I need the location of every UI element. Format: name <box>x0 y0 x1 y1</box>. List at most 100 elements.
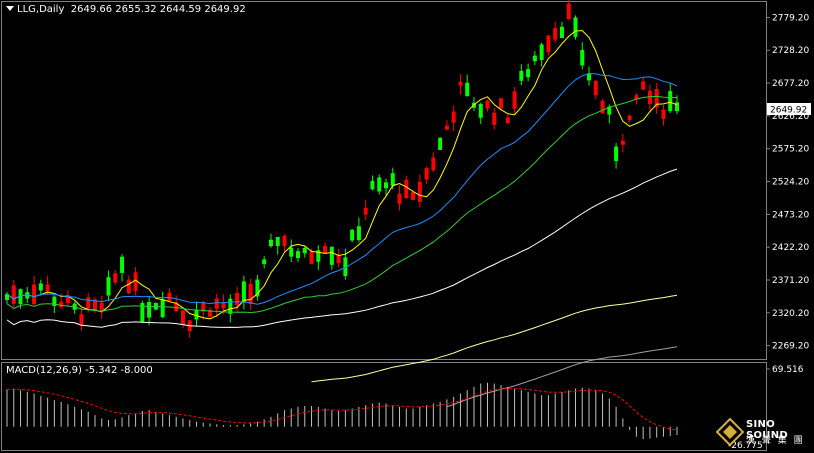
candle-body <box>444 125 449 130</box>
macd-top-value: 69.516 <box>772 365 804 375</box>
candle-body <box>296 251 301 259</box>
candle-body <box>65 295 70 303</box>
chart-header: LLG,Daily 2649.66 2655.32 2644.59 2649.9… <box>6 4 246 15</box>
macd-histogram <box>6 382 678 440</box>
candle-body <box>302 247 307 254</box>
candle-body <box>174 302 179 312</box>
candle-body <box>262 259 267 265</box>
candle-body <box>214 298 219 309</box>
candle-body <box>512 91 517 109</box>
candle-body <box>627 115 632 121</box>
price-tick-label: 2575.20 <box>772 145 809 155</box>
macd-signal-polyline <box>6 388 678 431</box>
dropdown-triangle-icon[interactable] <box>6 6 14 11</box>
price-tick-label: 2779.20 <box>772 13 809 23</box>
candle-body <box>289 247 294 257</box>
candle-body <box>25 292 30 299</box>
price-tick-label: 2371.20 <box>772 276 809 286</box>
candle-body <box>160 299 165 318</box>
macd-axis: 69.516 -26.775 <box>728 365 804 451</box>
candle-body <box>566 3 571 20</box>
candle-body <box>282 235 287 247</box>
candle-body <box>120 256 125 273</box>
candle-body <box>363 207 368 215</box>
candle-body <box>255 279 260 297</box>
candle-body <box>553 28 558 40</box>
ma200-line <box>446 346 678 408</box>
candle-body <box>140 303 145 322</box>
candle-body <box>559 26 564 39</box>
candle-body <box>59 301 64 307</box>
ohlc-values: 2649.66 2655.32 2644.59 2649.92 <box>70 4 246 15</box>
candle-body <box>505 117 510 124</box>
candle-body <box>431 157 436 171</box>
candle-body <box>424 167 429 180</box>
candle-body <box>336 255 341 264</box>
sino-sound-logo: SINO SOUND 漢 聲 集 團 <box>716 418 811 448</box>
candle-body <box>201 301 206 312</box>
candle-body <box>92 299 97 311</box>
price-tick-label: 2269.20 <box>772 342 809 352</box>
candle-body <box>194 309 199 320</box>
candle-body <box>390 173 395 186</box>
ma120-line <box>311 294 678 383</box>
price-axis: 2779.20 2728.20 2677.20 2626.20 2575.20 2524.… <box>766 13 809 352</box>
candle-body <box>323 245 328 254</box>
candle-body <box>641 81 646 90</box>
candle-body <box>180 310 185 325</box>
candle-body <box>241 281 246 302</box>
candle-body <box>600 100 605 114</box>
candle-body <box>587 73 592 81</box>
candle-body <box>620 140 625 145</box>
candle-body <box>126 279 131 294</box>
candle-body <box>647 90 652 105</box>
macd-pane-frame <box>1 362 767 451</box>
price-tick-label: 2422.20 <box>772 243 809 253</box>
candle-body <box>411 192 416 201</box>
candle-body <box>519 70 524 81</box>
last-price-tag-bg <box>767 103 811 115</box>
last-price-value: 2649.92 <box>770 106 807 116</box>
candle-body <box>580 49 585 66</box>
candle-body <box>546 35 551 53</box>
candle-body <box>221 302 226 309</box>
candle-body <box>343 257 348 277</box>
candle-body <box>499 98 504 109</box>
candle-body <box>5 294 9 300</box>
candle-body <box>370 180 375 190</box>
candle-body <box>11 285 16 304</box>
candle-body <box>350 229 355 241</box>
candle-body <box>356 226 361 240</box>
candle-body <box>438 137 443 150</box>
candle-body <box>654 88 659 108</box>
candle-body <box>451 111 456 123</box>
price-tick-label: 2677.20 <box>772 79 809 89</box>
candle-body <box>675 102 679 112</box>
macd-header: MACD(12,26,9) -5.342 -8.000 <box>6 365 153 376</box>
price-tick-label: 2728.20 <box>772 46 809 56</box>
macd-signal-line <box>6 388 678 431</box>
candle-body <box>147 302 152 318</box>
candle-body <box>634 95 639 100</box>
candle-body <box>309 251 314 264</box>
candle-body <box>492 112 497 125</box>
candle-body <box>235 292 240 306</box>
candle-body <box>167 292 172 302</box>
price-tick-label: 2320.20 <box>772 309 809 319</box>
candle-body <box>593 80 598 96</box>
price-tick-label: 2524.20 <box>772 178 809 188</box>
candle-body <box>228 298 233 314</box>
candle-body <box>661 109 666 119</box>
ma60-line <box>6 168 678 328</box>
candle-body <box>668 91 673 112</box>
candle-body <box>79 314 84 325</box>
candle-body <box>607 106 612 115</box>
logo-chinese: 漢 聲 集 團 <box>746 436 805 446</box>
ma5-line <box>6 30 678 320</box>
candle-body <box>316 250 321 262</box>
candle-body <box>45 284 50 292</box>
candle-body <box>18 289 23 305</box>
ma20-line <box>6 72 678 305</box>
candle-body <box>86 297 91 309</box>
